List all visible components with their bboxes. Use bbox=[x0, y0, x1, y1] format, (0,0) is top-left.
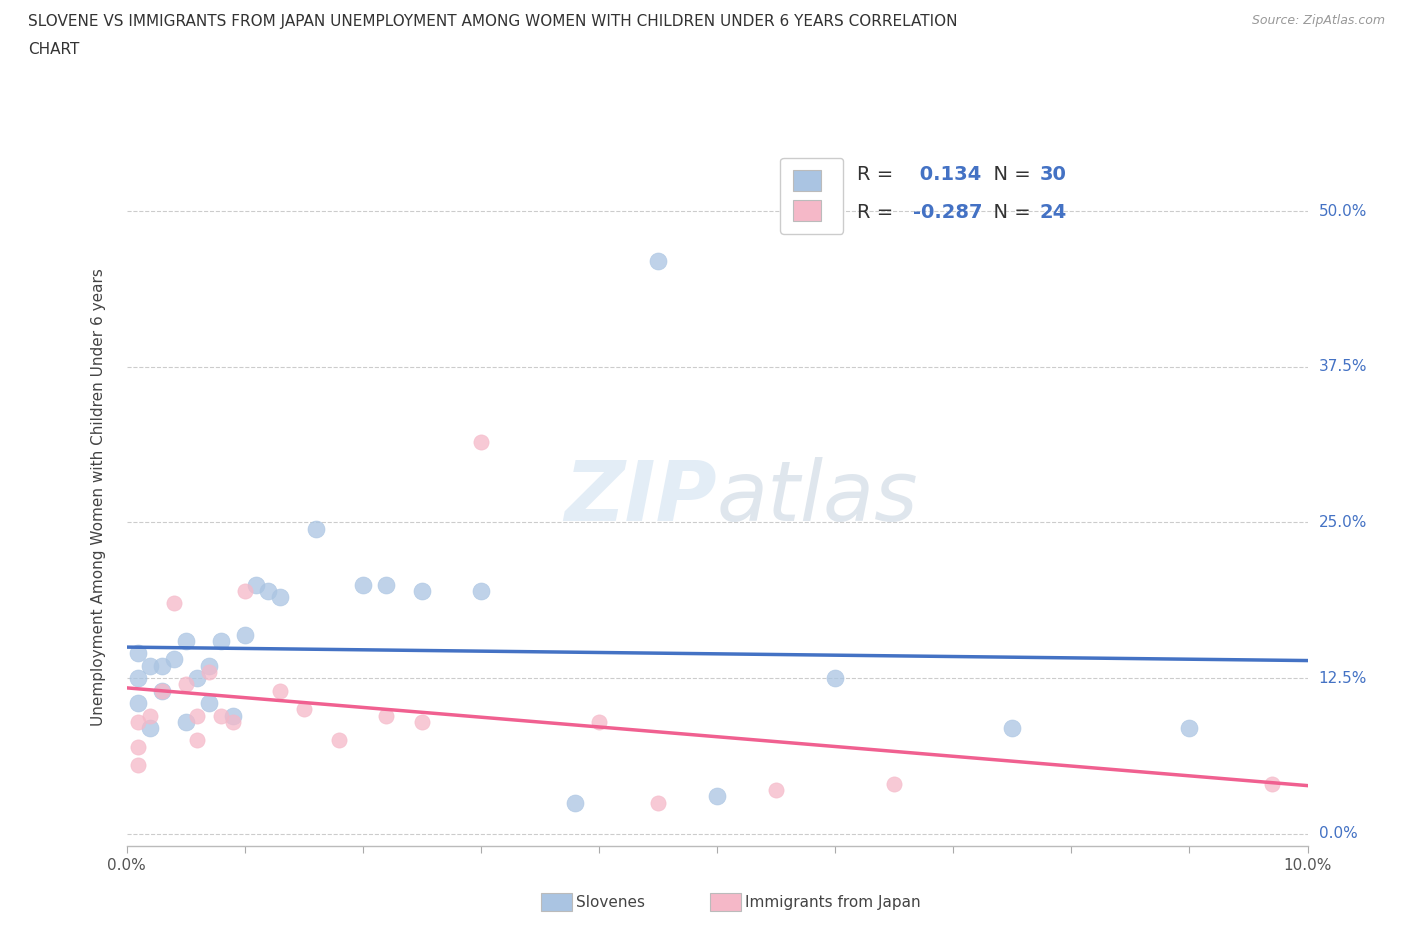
Point bbox=[647, 795, 669, 810]
Text: 0.134: 0.134 bbox=[914, 165, 981, 184]
Point bbox=[1261, 777, 1284, 791]
Point bbox=[375, 708, 398, 723]
Text: atlas: atlas bbox=[717, 457, 918, 538]
Point bbox=[127, 758, 149, 773]
Point bbox=[139, 721, 162, 736]
Text: CHART: CHART bbox=[28, 42, 80, 57]
Text: 37.5%: 37.5% bbox=[1319, 359, 1367, 374]
Text: Immigrants from Japan: Immigrants from Japan bbox=[745, 895, 921, 910]
Text: 25.0%: 25.0% bbox=[1319, 515, 1367, 530]
Text: 12.5%: 12.5% bbox=[1319, 671, 1367, 685]
Y-axis label: Unemployment Among Women with Children Under 6 years: Unemployment Among Women with Children U… bbox=[91, 269, 105, 726]
Text: N =: N = bbox=[981, 203, 1036, 222]
Point bbox=[883, 777, 905, 791]
Point bbox=[233, 627, 256, 642]
Text: -0.287: -0.287 bbox=[914, 203, 983, 222]
Point bbox=[127, 645, 149, 660]
Point bbox=[470, 583, 492, 598]
Point bbox=[352, 578, 374, 592]
Point bbox=[174, 633, 197, 648]
Point bbox=[198, 696, 221, 711]
Point bbox=[127, 671, 149, 685]
Point bbox=[186, 708, 208, 723]
Point bbox=[564, 795, 586, 810]
Point bbox=[257, 583, 280, 598]
Point bbox=[824, 671, 846, 685]
Point bbox=[647, 254, 669, 269]
Point bbox=[127, 696, 149, 711]
Text: SLOVENE VS IMMIGRANTS FROM JAPAN UNEMPLOYMENT AMONG WOMEN WITH CHILDREN UNDER 6 : SLOVENE VS IMMIGRANTS FROM JAPAN UNEMPLO… bbox=[28, 14, 957, 29]
Point bbox=[1178, 721, 1201, 736]
Point bbox=[198, 665, 221, 680]
Point bbox=[245, 578, 267, 592]
Point bbox=[1001, 721, 1024, 736]
Point bbox=[588, 714, 610, 729]
Point bbox=[411, 714, 433, 729]
Point bbox=[222, 708, 245, 723]
Point bbox=[411, 583, 433, 598]
Point bbox=[163, 596, 186, 611]
Text: 50.0%: 50.0% bbox=[1319, 204, 1367, 219]
Text: R =: R = bbox=[856, 203, 900, 222]
Point bbox=[127, 739, 149, 754]
Point bbox=[127, 714, 149, 729]
Point bbox=[139, 708, 162, 723]
Point bbox=[304, 521, 326, 536]
Point bbox=[222, 714, 245, 729]
Text: N =: N = bbox=[981, 165, 1036, 184]
Point bbox=[163, 652, 186, 667]
Text: 30: 30 bbox=[1040, 165, 1067, 184]
Point bbox=[706, 789, 728, 804]
Text: 0.0%: 0.0% bbox=[1319, 827, 1357, 842]
Point bbox=[174, 677, 197, 692]
Point bbox=[470, 434, 492, 449]
Point bbox=[186, 733, 208, 748]
Point bbox=[150, 684, 173, 698]
Point bbox=[269, 684, 291, 698]
Point bbox=[233, 583, 256, 598]
Point bbox=[198, 658, 221, 673]
Text: Slovenes: Slovenes bbox=[576, 895, 645, 910]
Point bbox=[375, 578, 398, 592]
Point bbox=[150, 658, 173, 673]
Point bbox=[269, 590, 291, 604]
Point bbox=[292, 702, 315, 717]
Point bbox=[328, 733, 350, 748]
Text: Source: ZipAtlas.com: Source: ZipAtlas.com bbox=[1251, 14, 1385, 27]
Point bbox=[186, 671, 208, 685]
Text: ZIP: ZIP bbox=[564, 457, 717, 538]
Point bbox=[174, 714, 197, 729]
Point bbox=[139, 658, 162, 673]
Point bbox=[209, 708, 232, 723]
Text: R =: R = bbox=[856, 165, 900, 184]
Point bbox=[150, 684, 173, 698]
Point bbox=[765, 783, 787, 798]
Text: 24: 24 bbox=[1040, 203, 1067, 222]
Legend: , : , bbox=[780, 158, 844, 233]
Point bbox=[209, 633, 232, 648]
